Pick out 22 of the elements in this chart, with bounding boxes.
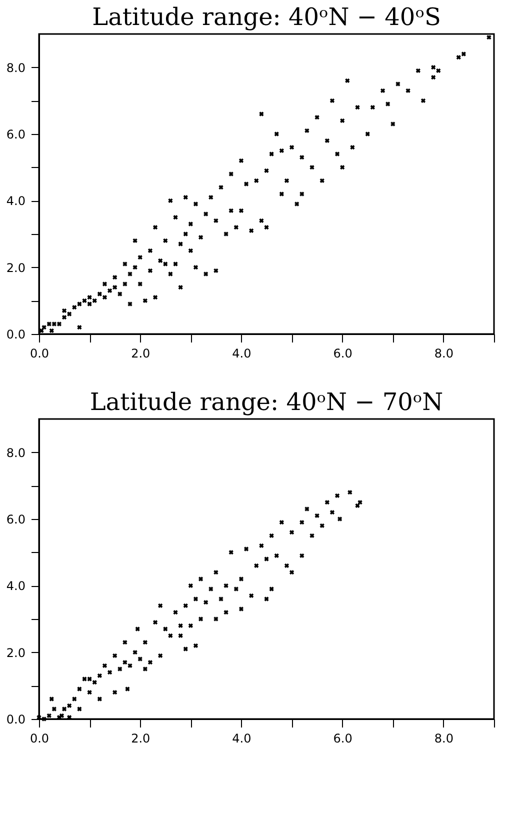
x-tick-label: 8.0 (434, 346, 454, 360)
y-tick-label: 0.0 (6, 712, 26, 726)
x-tick-label: 4.0 (232, 346, 252, 360)
x-tick-label: 6.0 (333, 346, 352, 360)
y-tick-label: 6.0 (6, 128, 26, 142)
y-tick-label: 6.0 (6, 512, 26, 526)
y-tick-label: 8.0 (6, 446, 26, 460)
y-tick-label: 2.0 (6, 646, 26, 660)
y-tick-label: 4.0 (6, 194, 26, 208)
x-tick-label: 2.0 (131, 732, 150, 746)
x-tick-label: 6.0 (333, 732, 352, 746)
x-tick-label: 0.0 (30, 346, 50, 360)
chart-title: Latitude range: 40ᵒN − 40ᵒS (92, 3, 441, 31)
x-tick-label: 4.0 (232, 732, 252, 746)
y-tick-label: 4.0 (6, 579, 26, 594)
x-tick-label: 8.0 (434, 732, 454, 746)
x-tick-label: 2.0 (131, 346, 150, 360)
chart-title: Latitude range: 40ᵒN − 70ᵒN (90, 388, 444, 416)
y-tick-label: 8.0 (6, 60, 26, 75)
y-tick-label: 0.0 (6, 328, 26, 342)
y-tick-label: 2.0 (6, 260, 26, 275)
x-tick-label: 0.0 (30, 732, 50, 746)
